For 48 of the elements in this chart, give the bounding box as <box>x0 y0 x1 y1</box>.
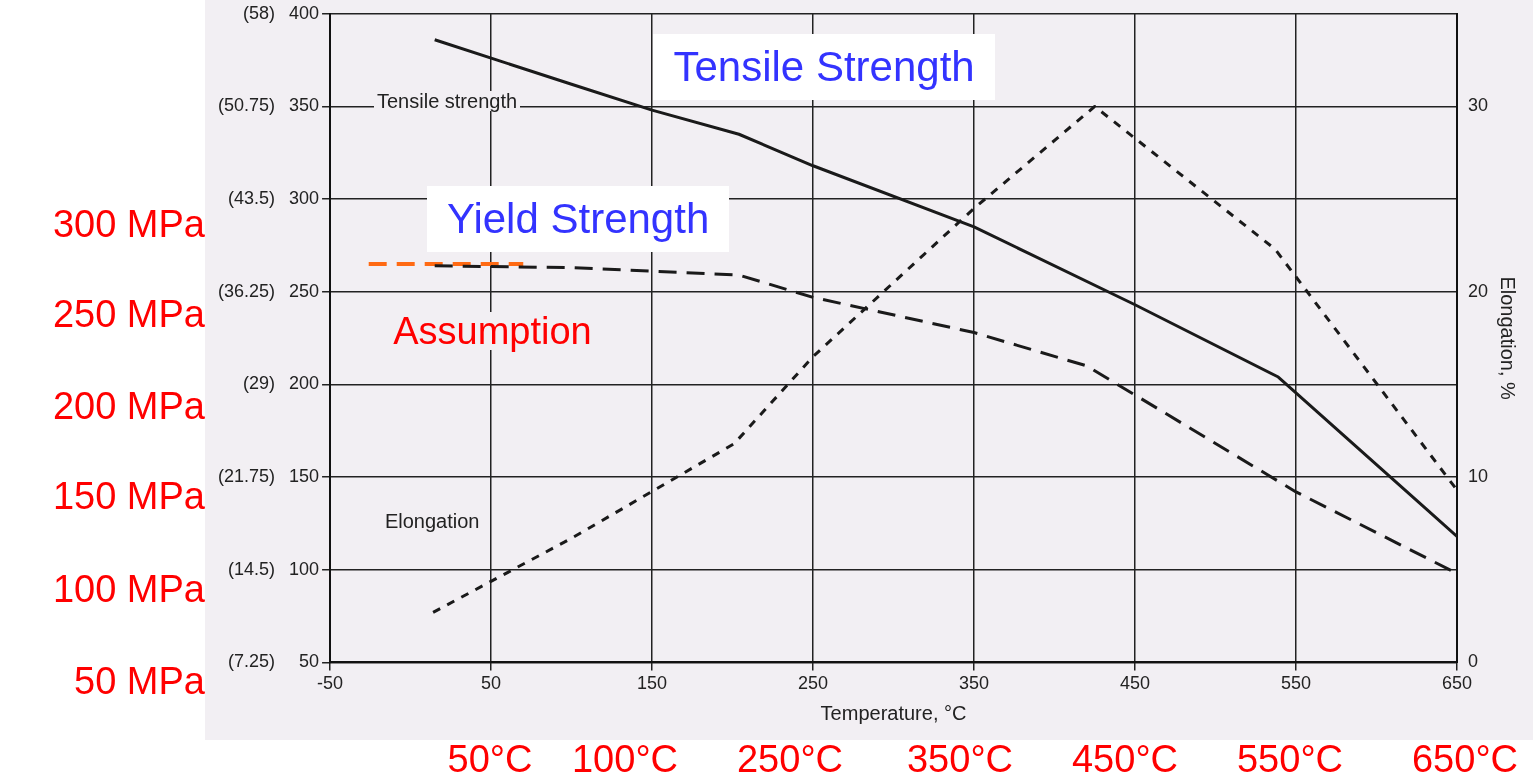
y3-tick-label: (36.25) <box>217 280 276 301</box>
x-tick-label: 450 <box>1119 673 1151 694</box>
y3-tick-label: (21.75) <box>217 466 276 487</box>
x-axis-title: Temperature, °C <box>820 701 967 724</box>
y-tick-label: 200 <box>289 373 320 394</box>
x-tick-label: 550 <box>1280 673 1312 694</box>
y-tick-label: 400 <box>289 2 320 23</box>
y-tick-label: 100 <box>289 558 320 579</box>
text: 550°C <box>1236 738 1344 779</box>
text: 100°C <box>571 738 679 779</box>
text: 650°C <box>1411 738 1519 779</box>
text: 100 MPa <box>52 568 205 610</box>
text: 250 MPa <box>52 293 205 335</box>
y-tick-label: 350 <box>289 95 320 116</box>
y2-tick-label: 0 <box>1467 651 1478 672</box>
annotation: Tensile Strength <box>653 33 995 100</box>
y2-tick-label: 30 <box>1467 95 1489 116</box>
text: 300 MPa <box>52 203 205 245</box>
y2-tick-label: 10 <box>1467 466 1489 487</box>
y3-tick-label: (7.25) <box>228 651 276 672</box>
y-tick-label: 150 <box>289 466 320 487</box>
y3-tick-label: (43.5) <box>228 188 276 209</box>
y2-axis-title: Elongation, % <box>1497 276 1520 401</box>
text: 50°C <box>447 738 533 779</box>
x-tick-label: 50 <box>481 673 502 694</box>
x-tick-label: -50 <box>317 673 344 694</box>
y-tick-label: 250 <box>289 280 320 301</box>
text: 350°C <box>906 738 1014 779</box>
y3-tick-label: (14.5) <box>228 558 276 579</box>
y2-tick-label: 20 <box>1467 280 1489 301</box>
text: 200 MPa <box>52 385 205 427</box>
y-tick-label: 300 <box>289 188 320 209</box>
annotation: Yield Strength <box>426 186 730 253</box>
x-tick-label: 150 <box>637 673 668 694</box>
y3-tick-label: (29) <box>243 373 276 394</box>
text: 250°C <box>736 738 844 779</box>
y-tick-label: 50 <box>299 651 320 672</box>
y3-tick-label: (50.75) <box>217 95 276 116</box>
annotation: Tensile strength <box>374 90 521 112</box>
x-tick-label: 650 <box>1441 673 1472 694</box>
x-tick-label: 250 <box>798 673 829 694</box>
text: 450°C <box>1071 738 1179 779</box>
y3-tick-label: (58) <box>243 2 276 23</box>
annotation: Assumption <box>393 309 592 352</box>
x-tick-label: 350 <box>958 673 990 694</box>
text: 50 MPa <box>74 660 205 702</box>
annotation: Elongation <box>381 510 483 533</box>
text: 150 MPa <box>52 475 205 517</box>
